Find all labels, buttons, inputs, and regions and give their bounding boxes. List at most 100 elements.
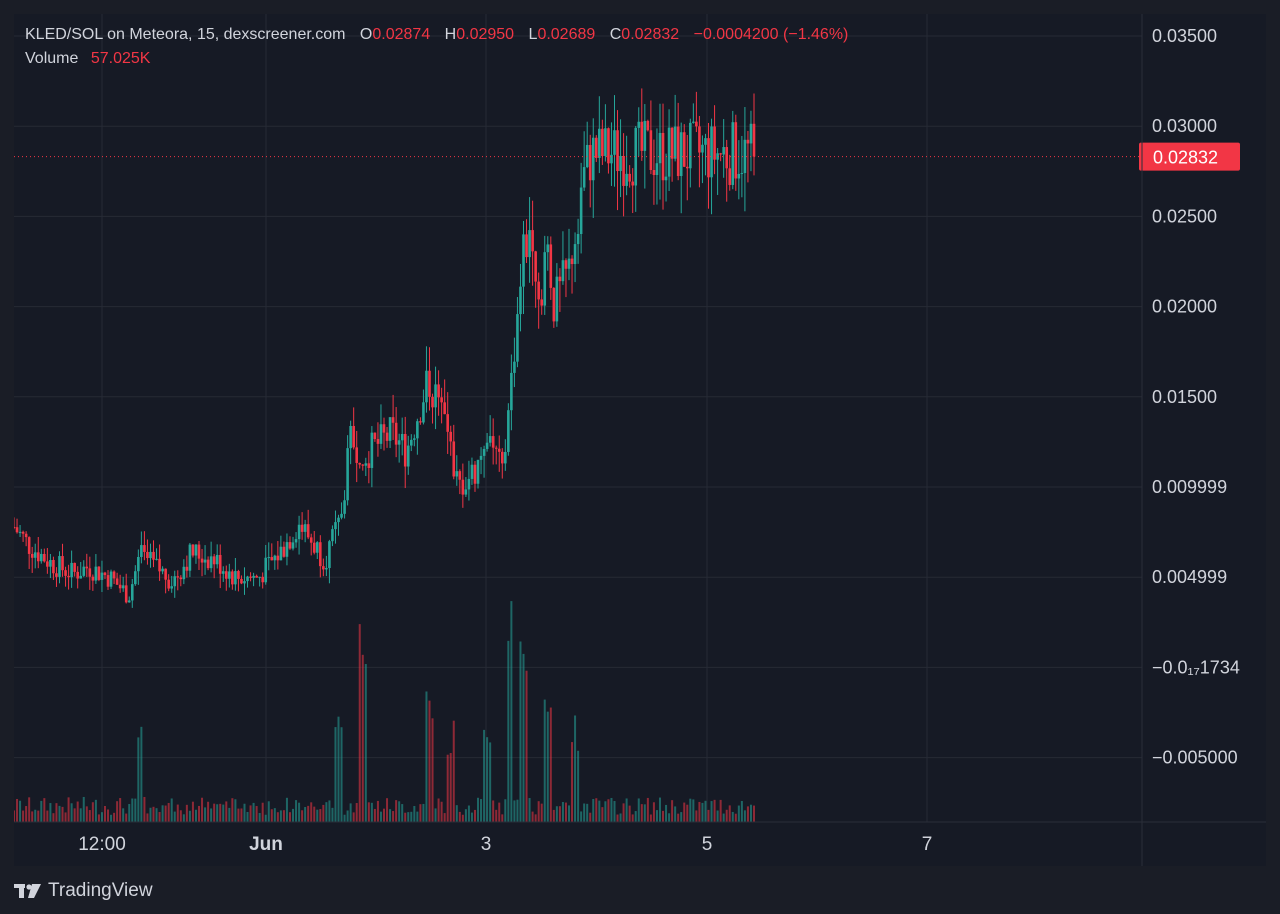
volume-bar xyxy=(64,812,67,822)
volume-bar xyxy=(401,804,404,822)
volume-bar xyxy=(343,814,346,822)
volume-bar xyxy=(516,799,519,822)
volume-bar xyxy=(746,806,749,822)
candle-body xyxy=(179,577,183,580)
volume-bar xyxy=(716,810,719,822)
open-value: 0.02874 xyxy=(372,26,431,43)
candle-body xyxy=(355,447,359,463)
volume-bar xyxy=(182,814,185,822)
candle-body xyxy=(734,122,738,179)
volume-bar xyxy=(100,812,103,822)
volume-bar xyxy=(276,812,279,822)
volume-bar xyxy=(355,803,358,822)
volume-bar xyxy=(373,808,376,822)
candle-body xyxy=(634,127,638,186)
candle-body xyxy=(334,522,337,530)
candle-body xyxy=(670,127,674,159)
volume-bar xyxy=(137,737,140,822)
volume-bar xyxy=(349,803,352,822)
candle-body xyxy=(470,464,474,479)
chart-panel[interactable]: 0.02832 0.03500 0.03000 0.02500 0.02000 0.01… xyxy=(14,14,1266,866)
candle-body xyxy=(449,431,453,442)
candle-body xyxy=(704,138,707,145)
tradingview-logo-icon[interactable] xyxy=(14,882,42,900)
candle-body xyxy=(419,421,422,423)
volume-bar xyxy=(58,805,61,822)
volume-bar xyxy=(67,797,70,822)
candle-body xyxy=(504,451,507,464)
volume-bar xyxy=(304,807,307,822)
candle-body xyxy=(88,568,92,577)
candle-body xyxy=(18,531,22,533)
price-tick-label: 0.03000 xyxy=(1152,116,1217,136)
candle-body xyxy=(570,258,574,265)
volume-bar xyxy=(191,801,194,822)
volume-bar xyxy=(577,750,580,822)
volume-bar xyxy=(662,810,665,822)
candle-body xyxy=(285,542,289,557)
volume-bar xyxy=(631,814,634,822)
candle-body xyxy=(507,410,510,452)
price-chart[interactable]: 0.02832 0.03500 0.03000 0.02500 0.02000 0.01… xyxy=(14,14,1266,866)
candle-body xyxy=(446,414,449,432)
volume-bar xyxy=(501,814,504,822)
candle-body xyxy=(197,544,201,559)
volume-bar xyxy=(431,718,434,822)
volume-bar xyxy=(379,811,382,822)
volume-bar xyxy=(452,720,455,822)
volume-bar xyxy=(504,799,507,822)
candle-body xyxy=(36,552,40,562)
candle-body xyxy=(109,571,113,587)
candle-body xyxy=(149,551,152,559)
candle-body xyxy=(422,402,425,423)
volume-bar xyxy=(310,802,313,822)
candle-body xyxy=(394,422,398,445)
volume-bar xyxy=(592,798,595,822)
candle-body xyxy=(667,127,671,177)
candle-body xyxy=(58,556,61,577)
price-tick-label: 0.03500 xyxy=(1152,26,1217,46)
volume-bar xyxy=(334,727,337,822)
candle-body xyxy=(473,464,477,484)
volume-bar xyxy=(134,798,137,822)
volume-bar xyxy=(695,810,698,822)
candle-body xyxy=(100,572,104,580)
candle-body xyxy=(585,144,589,168)
candle-body xyxy=(182,566,186,580)
candle-body xyxy=(719,153,722,155)
volume-bar xyxy=(668,813,671,822)
volume-bar xyxy=(19,800,22,822)
candle-body xyxy=(594,137,598,158)
volume-bar xyxy=(655,810,658,822)
candle-body xyxy=(464,489,468,495)
volume-bar xyxy=(225,801,228,822)
volume-bar xyxy=(328,800,331,822)
volume-bar xyxy=(519,641,522,822)
candle-body xyxy=(361,464,365,466)
time-tick-label: 3 xyxy=(481,834,492,855)
candle-body xyxy=(161,568,164,572)
volume-bar xyxy=(610,797,613,822)
volume-bar xyxy=(313,806,316,822)
volume-bar xyxy=(383,808,385,822)
volume-bar xyxy=(122,808,125,822)
volume-bar xyxy=(613,800,616,822)
volume-bar xyxy=(458,811,461,822)
volume-bar xyxy=(734,813,737,822)
candle-body xyxy=(291,542,295,549)
candle-body xyxy=(176,576,180,578)
brand-label[interactable]: TradingView xyxy=(48,880,153,901)
volume-bar xyxy=(25,806,28,822)
last-price-label: 0.02832 xyxy=(1153,148,1218,168)
candle-body xyxy=(613,130,616,155)
candle-body xyxy=(294,539,298,543)
volume-bar xyxy=(125,813,128,822)
candle-body xyxy=(118,584,122,589)
candle-body xyxy=(164,568,167,580)
volume-bar xyxy=(264,814,267,822)
candle-body xyxy=(488,436,492,443)
volume-bar xyxy=(495,809,498,822)
volume-bar xyxy=(152,806,155,822)
candle-body xyxy=(400,434,404,441)
candle-body xyxy=(234,571,237,585)
